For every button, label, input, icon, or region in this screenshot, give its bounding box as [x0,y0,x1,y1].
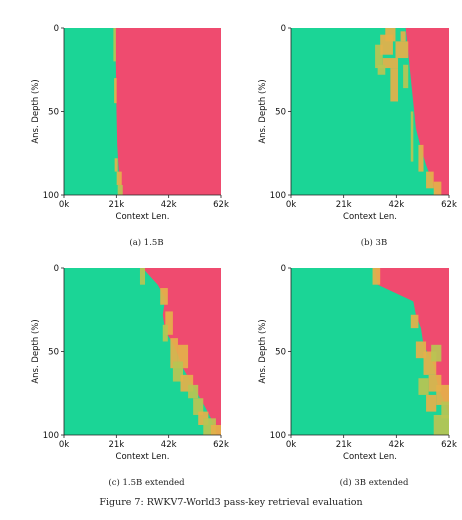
y-tick-label: 0 [54,24,59,34]
y-tick-label: 50 [48,348,59,358]
transition-cell-9 [403,64,409,89]
transition-cell-2 [160,288,168,305]
transition-cell-13 [433,181,442,195]
transition-cell-8 [436,384,449,405]
y-axis-label: Ans. Depth (%) [258,79,268,143]
x-tick-label: 42k [161,440,177,450]
transition-cell-10 [410,111,414,162]
subplot-caption: (c) 1.5B extended [108,477,185,488]
x-tick-label: 21k [108,440,124,450]
x-tick-label: 0k [286,200,296,210]
y-tick-label: 50 [48,108,59,118]
x-axis-label: Context Len. [343,452,397,462]
y-axis-label: Ans. Depth (%) [31,79,41,143]
heatmap-panel-2: 0k 21k 42k 62k 0 50 100 Context Len. Ans. Depth … [258,24,457,248]
x-tick-label: 42k [161,200,177,210]
transition-cell-5 [170,338,178,369]
y-tick-label: 100 [43,191,59,201]
transition-cell-1 [113,28,116,62]
transition-cell-9 [426,394,437,412]
y-tick-label: 0 [281,24,286,34]
fail-region [375,268,449,435]
transition-cell-8 [400,31,406,42]
transition-cell-2 [114,78,117,104]
x-axis-label: Context Len. [343,212,397,222]
subplot-caption: (a) 1.5B [129,237,163,248]
y-tick-label: 0 [281,264,286,274]
x-tick-label: 21k [108,200,124,210]
transition-cell-6 [390,68,399,102]
transition-cell-10 [441,401,449,419]
transition-cell-2 [410,314,419,329]
x-tick-label: 0k [59,200,69,210]
x-tick-label: 0k [59,440,69,450]
x-tick-label: 62k [213,200,229,210]
transition-cell-4 [382,58,399,69]
transition-cell-7 [172,361,184,382]
x-tick-label: 21k [336,200,352,210]
transition-cell-11 [198,411,209,425]
transition-cell-5 [117,184,123,195]
transition-cell-1 [375,44,383,69]
x-tick-label: 42k [388,440,404,450]
transition-cell-1 [139,268,146,285]
heatmap-panel-1: 0k 21k 42k 62k 0 50 100 Context Len. Ans. Depth … [31,24,229,248]
subplot-caption: (d) 3B extended [340,477,409,488]
transition-cell-3 [385,28,396,42]
transition-cell-13 [210,424,221,435]
y-axis-label: Ans. Depth (%) [258,319,268,383]
transition-cell-11 [433,414,449,435]
y-tick-label: 50 [275,348,286,358]
figure-caption: Figure 7: RWKV7-World3 pass-key retrieva… [99,497,363,508]
x-axis-label: Context Len. [116,212,170,222]
transition-cell-7 [395,41,409,59]
transition-cell-3 [165,311,173,335]
y-tick-label: 100 [270,431,286,441]
y-tick-label: 0 [54,264,59,274]
transition-cell-4 [162,324,168,342]
transition-cell-3 [114,158,118,172]
y-tick-label: 100 [270,191,286,201]
x-tick-label: 62k [213,440,229,450]
heatmap-panel-4: 0k 21k 42k 62k 0 50 100 Context Len. Ans. Depth … [258,264,457,488]
fail-region [114,28,221,195]
subplot-caption: (b) 3B [361,237,387,248]
transition-cell-10 [193,398,204,415]
x-axis-label: Context Len. [116,452,170,462]
transition-cell-6 [177,344,189,369]
transition-cell-1 [372,268,381,285]
x-tick-label: 21k [336,440,352,450]
transition-cell-5 [431,344,442,362]
transition-cell-11 [418,144,424,172]
transition-cell-9 [188,384,199,399]
heatmap-panel-3: 0k 21k 42k 62k 0 50 100 Context Len. Ans. Depth … [31,264,229,488]
transition-cell-3 [415,341,427,359]
transition-cell-7 [418,378,429,395]
y-tick-label: 100 [43,431,59,441]
x-tick-label: 62k [441,200,457,210]
y-axis-label: Ans. Depth (%) [31,319,41,383]
x-tick-label: 42k [388,200,404,210]
x-tick-label: 62k [441,440,457,450]
y-tick-label: 50 [275,108,286,118]
x-tick-label: 0k [286,440,296,450]
fail-region [405,28,449,195]
transition-cell-4 [116,171,122,185]
transition-cell-5 [377,64,386,75]
transition-cell-12 [426,171,434,189]
